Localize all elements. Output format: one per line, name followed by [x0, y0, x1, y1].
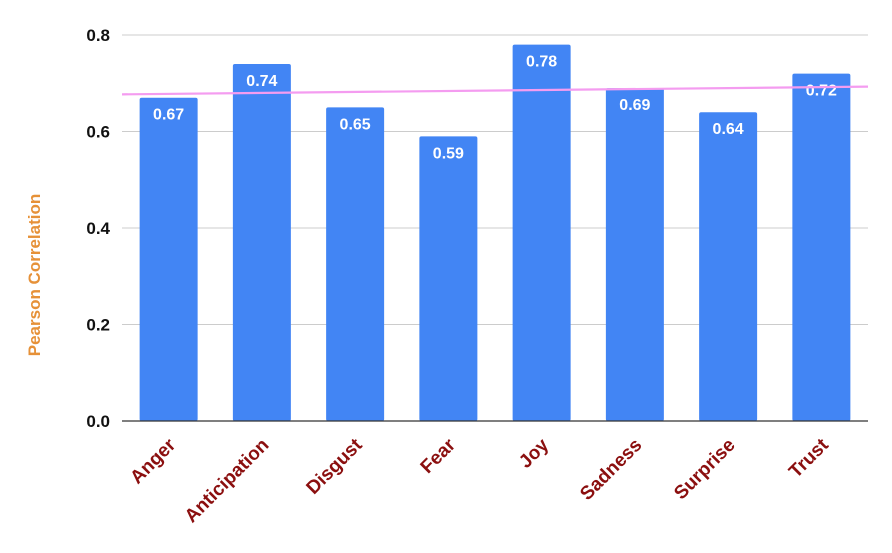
x-tick-label: Anger [126, 434, 180, 488]
x-tick-label: Fear [417, 434, 461, 478]
bar-data-label: 0.59 [433, 145, 464, 162]
x-tick-label: Sadness [576, 435, 646, 505]
x-tick-label: Disgust [303, 434, 368, 499]
x-tick-label: Anticipation [181, 435, 273, 527]
bar-data-label: 0.65 [340, 116, 371, 133]
x-tick-label: Trust [785, 434, 833, 482]
bar-data-label: 0.67 [153, 107, 184, 124]
y-axis-title: Pearson Correlation [25, 194, 44, 357]
x-tick-label: Joy [515, 434, 553, 472]
y-tick-label: 0.4 [86, 219, 110, 238]
trendline-group [121, 85, 869, 96]
bar [512, 44, 571, 422]
bar-data-label: 0.64 [713, 121, 744, 138]
x-axis-labels: Anger Anticipation Disgust Fear Joy Sadness Su… [126, 434, 833, 527]
bar-data-label: 0.78 [526, 54, 557, 71]
bar [419, 136, 478, 421]
bar [699, 112, 758, 421]
y-tick-label: 0.8 [86, 26, 110, 45]
bar-data-label: 0.69 [619, 97, 650, 114]
bar [326, 107, 385, 421]
bar [232, 63, 291, 421]
y-tick-label: 0.2 [86, 316, 110, 335]
y-axis-ticks: 0.0 0.2 0.4 0.6 0.8 [86, 26, 110, 431]
bar [792, 73, 851, 421]
bar-data-label: 0.74 [246, 73, 277, 90]
y-tick-label: 0.6 [86, 123, 110, 142]
x-tick-label: Surprise [670, 435, 739, 504]
trendline [121, 85, 869, 96]
bar-data-label: 0.72 [806, 83, 837, 100]
bar [605, 88, 664, 421]
bars: 0.67 0.74 0.65 0.59 0.78 0.69 0.64 0.72 [122, 44, 868, 422]
y-tick-label: 0.0 [86, 412, 110, 431]
bar [139, 97, 198, 421]
